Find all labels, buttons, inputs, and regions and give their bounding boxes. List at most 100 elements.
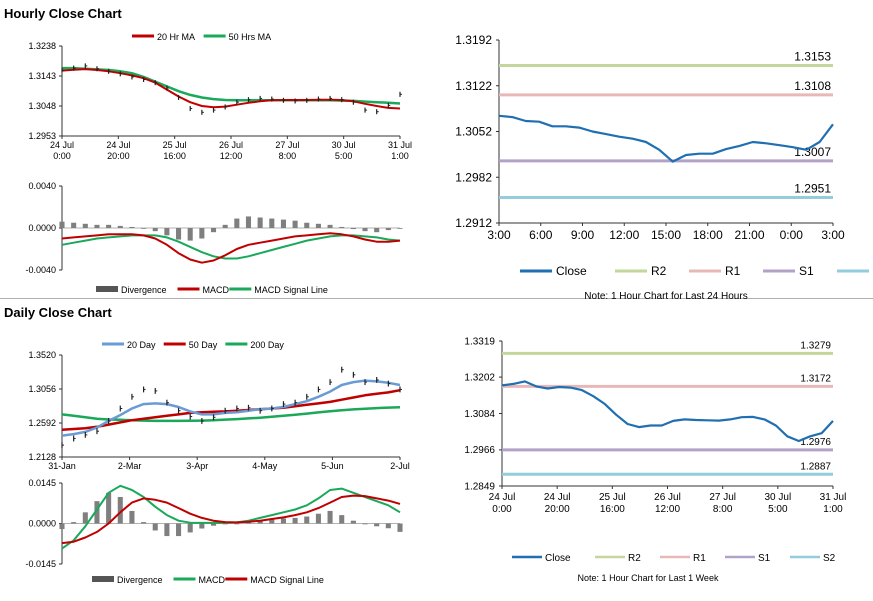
divergence-bar <box>187 228 193 241</box>
divergence-bar <box>234 523 240 525</box>
level-label-r2: 1.3279 <box>800 340 831 351</box>
divergence-bar <box>315 513 321 524</box>
x-tick-label: 26 Jul <box>219 140 243 150</box>
divergence-bar <box>210 228 217 233</box>
divergence-bar <box>82 223 88 228</box>
x-tick-label: 31-Jan <box>48 461 76 471</box>
x-tick-label: 30 Jul <box>764 492 791 503</box>
divergence-bar <box>222 523 228 525</box>
x-tick-label: 12:00 <box>220 151 243 161</box>
divergence-bar <box>257 217 263 228</box>
level-label-s2: 1.2887 <box>800 461 831 472</box>
level-label-r1: 1.3108 <box>794 79 831 93</box>
legend-swatch <box>92 576 114 582</box>
x-tick-label: 27 Jul <box>709 492 736 503</box>
divergence-bar <box>59 221 65 228</box>
x-tick-label: 5:00 <box>768 504 788 515</box>
y-tick-label: 0.0000 <box>28 519 56 529</box>
divergence-bar <box>234 218 240 228</box>
ma-20-line <box>61 68 401 110</box>
divergence-bar <box>106 224 112 228</box>
divergence-bar <box>257 520 263 524</box>
divergence-bar <box>199 228 205 239</box>
divergence-bar <box>141 228 147 229</box>
legend-label: R2 <box>628 553 641 564</box>
x-tick-label: 5-Jun <box>321 461 344 471</box>
divergence-bar <box>374 523 380 527</box>
x-tick-label: 5:00 <box>335 151 353 161</box>
x-tick-label: 18:00 <box>693 228 723 242</box>
close-line <box>501 380 834 443</box>
divergence-bar <box>164 228 170 236</box>
x-tick-label: 24 Jul <box>50 140 74 150</box>
divergence-bar <box>362 523 368 525</box>
x-tick-label: 27 Jul <box>275 140 299 150</box>
y-tick-label: 1.3520 <box>28 350 56 360</box>
y-tick-label: 1.2912 <box>455 216 492 230</box>
legend-label: MACD <box>199 575 226 585</box>
divergence-bar <box>164 523 170 537</box>
divergence-bar <box>129 510 135 524</box>
divergence-bar <box>71 222 77 228</box>
x-tick-label: 25 Jul <box>599 492 626 503</box>
divergence-bar <box>280 518 286 524</box>
x-tick-label: 24 Jul <box>489 492 516 503</box>
divergence-bar <box>141 522 147 524</box>
y-tick-label: 1.3319 <box>464 336 495 347</box>
y-tick-label: 1.3056 <box>28 384 56 394</box>
legend-label: Close <box>556 264 587 278</box>
divergence-bar <box>117 496 123 524</box>
x-tick-label: 24 Jul <box>106 140 130 150</box>
macd-signal-line <box>61 234 401 260</box>
close-line <box>498 114 834 163</box>
divergence-bar <box>59 523 65 530</box>
legend-label: 200 Day <box>250 340 284 350</box>
y-tick-label: 1.3143 <box>28 71 56 81</box>
x-tick-label: 3:00 <box>821 228 845 242</box>
divergence-bar <box>82 512 88 524</box>
y-tick-label: 1.3192 <box>455 33 492 47</box>
divergence-bar <box>327 510 333 524</box>
level-label-r2: 1.3153 <box>794 49 831 63</box>
x-tick-label: 25 Jul <box>163 140 187 150</box>
y-tick-label: 1.2849 <box>464 481 495 492</box>
hourly-macd-chart: 0.0040 0.0000 -0.0040 Divergence MACD MACD Si… <box>25 181 403 295</box>
divergence-bar <box>397 228 403 229</box>
divergence-bar <box>129 226 135 228</box>
macd-signal-line <box>61 494 401 545</box>
divergence-bar <box>176 523 182 537</box>
divergence-bar <box>304 222 310 228</box>
x-tick-label: 3-Apr <box>186 461 208 471</box>
legend-label: S1 <box>799 264 814 278</box>
divergence-bar <box>187 523 193 533</box>
divergence-bar <box>280 219 286 228</box>
divergence-bar <box>269 519 275 524</box>
macd-line <box>61 232 401 264</box>
x-tick-label: 0:00 <box>53 151 71 161</box>
ma-50-day-line <box>61 388 401 431</box>
divergence-bar <box>71 522 77 524</box>
level-label-s1: 1.2976 <box>800 437 831 448</box>
x-tick-label: 8:00 <box>279 151 297 161</box>
x-tick-label: 9:00 <box>571 228 595 242</box>
legend-swatch <box>96 286 118 292</box>
legend-label: R1 <box>725 264 741 278</box>
x-tick-label: 16:00 <box>600 504 625 515</box>
y-tick-label: 0.0145 <box>28 478 56 488</box>
legend-label: 20 Hr MA <box>157 32 195 42</box>
legend-label: Divergence <box>121 285 167 295</box>
legend-label: R1 <box>693 553 706 564</box>
divergence-bar <box>152 523 158 531</box>
y-tick-label: 1.2953 <box>28 131 56 141</box>
legend-label: S2 <box>823 553 836 564</box>
divergence-bar <box>292 220 298 228</box>
divergence-bar <box>385 228 391 231</box>
y-tick-label: 1.3122 <box>455 79 492 93</box>
divergence-bar <box>350 520 356 524</box>
legend-label: MACD Signal Line <box>250 575 324 585</box>
chart-note: Note: 1 Hour Chart for Last 1 Week <box>578 573 719 583</box>
divergence-bar <box>350 228 356 230</box>
daily-section-title: Daily Close Chart <box>4 305 112 320</box>
divergence-bar <box>362 228 368 232</box>
y-tick-label: 1.3202 <box>464 372 495 383</box>
